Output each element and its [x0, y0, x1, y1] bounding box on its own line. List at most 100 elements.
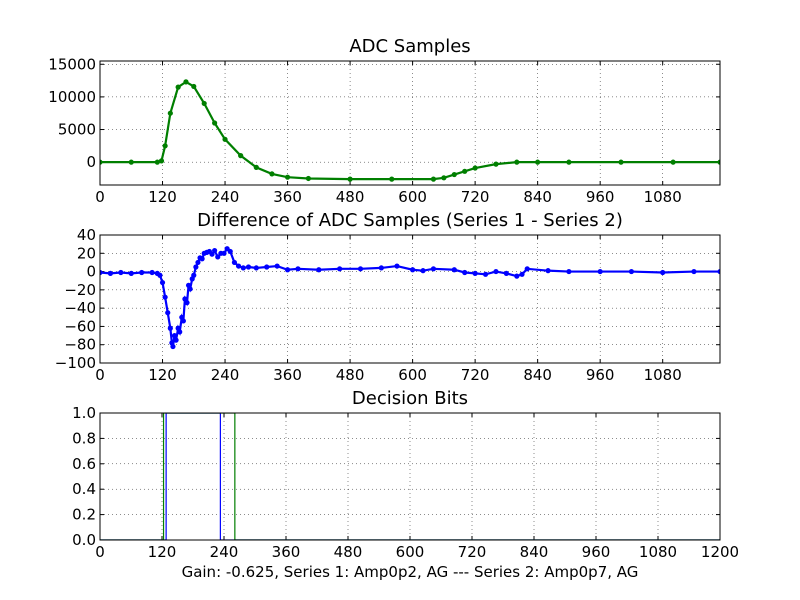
- data-point: [139, 269, 145, 276]
- x-tick-label: 720: [461, 366, 490, 384]
- data-point: [180, 318, 186, 324]
- plot-frame: [99, 412, 721, 541]
- y-tick-label: 0: [86, 263, 96, 281]
- y-tick-label: 0.6: [72, 455, 96, 473]
- data-point: [212, 120, 218, 126]
- x-tick-label: 960: [586, 366, 615, 384]
- y-tick-label: −40: [64, 299, 96, 317]
- data-point: [316, 267, 322, 273]
- data-point: [347, 176, 353, 182]
- data-point: [337, 266, 343, 272]
- data-point: [284, 267, 291, 273]
- data-point: [167, 110, 173, 116]
- y-tick-label: 40: [77, 226, 96, 244]
- x-tick-label: 1200: [701, 543, 739, 561]
- x-tick-label: 840: [523, 366, 552, 384]
- data-point: [545, 268, 551, 274]
- data-point: [394, 263, 400, 269]
- x-tick-label: 960: [582, 543, 611, 561]
- data-point: [187, 286, 193, 292]
- data-point: [149, 269, 155, 276]
- data-point: [269, 171, 275, 177]
- data-point: [493, 161, 499, 167]
- x-tick-label: 600: [396, 543, 425, 561]
- chart-panel-2: Difference of ADC Samples (Series 1 - Se…: [55, 210, 721, 384]
- x-tick-label: 120: [148, 188, 177, 206]
- data-point: [295, 266, 301, 272]
- x-tick-label: 720: [458, 543, 487, 561]
- data-point: [201, 100, 207, 107]
- data-point: [238, 153, 244, 159]
- series-line: [100, 413, 720, 540]
- data-point: [184, 300, 190, 306]
- data-point: [173, 337, 179, 343]
- data-point: [175, 84, 181, 90]
- data-point: [231, 259, 238, 266]
- data-point: [493, 268, 499, 275]
- data-point: [167, 325, 173, 331]
- data-point: [691, 268, 697, 275]
- chart-title: Decision Bits: [352, 388, 468, 409]
- data-point: [472, 270, 478, 276]
- x-tick-label: 0: [95, 188, 105, 206]
- data-point: [195, 259, 201, 266]
- data-point: [284, 174, 291, 180]
- data-point: [430, 266, 437, 272]
- y-tick-label: 0: [86, 153, 96, 171]
- series-line: [100, 413, 720, 540]
- x-tick-label: 480: [334, 543, 363, 561]
- data-point: [253, 265, 259, 271]
- data-point: [245, 264, 252, 270]
- x-tick-label: 600: [398, 366, 427, 384]
- data-point: [420, 268, 426, 274]
- x-tick-label: 360: [273, 366, 302, 384]
- data-point: [462, 269, 468, 276]
- data-point: [503, 270, 509, 276]
- data-point: [191, 83, 197, 90]
- data-point: [170, 343, 176, 350]
- data-point: [227, 248, 233, 255]
- y-tick-label: 0.8: [72, 429, 96, 447]
- y-tick-label: 0.0: [72, 531, 96, 549]
- x-tick-label: 480: [336, 188, 365, 206]
- data-point: [165, 310, 171, 316]
- data-point: [378, 265, 384, 271]
- figure-caption: Gain: -0.625, Series 1: Amp0p2, AG --- S…: [182, 563, 639, 581]
- x-tick-label: 720: [461, 188, 490, 206]
- data-point: [212, 247, 218, 254]
- data-point: [514, 159, 520, 165]
- data-point: [100, 269, 103, 276]
- data-point: [410, 267, 416, 273]
- data-point: [535, 159, 541, 165]
- x-tick-label: 240: [211, 366, 240, 384]
- data-point: [240, 265, 246, 271]
- x-tick-label: 840: [523, 188, 552, 206]
- data-point: [482, 271, 489, 277]
- series-line: [100, 247, 720, 347]
- y-tick-label: −100: [55, 354, 96, 372]
- data-point: [305, 175, 311, 182]
- data-point: [274, 263, 280, 269]
- data-point: [158, 158, 165, 164]
- series-line: [100, 80, 720, 181]
- x-tick-label: 600: [398, 188, 427, 206]
- data-point: [524, 266, 530, 272]
- data-point: [253, 164, 259, 170]
- data-point: [519, 271, 525, 277]
- data-point: [717, 159, 720, 165]
- data-point: [472, 165, 478, 171]
- x-tick-label: 240: [210, 543, 239, 561]
- data-point: [451, 267, 457, 273]
- data-point: [159, 279, 166, 286]
- chart-title: ADC Samples: [349, 36, 470, 57]
- x-tick-label: 1080: [639, 543, 677, 561]
- y-tick-label: 0.2: [72, 506, 96, 524]
- series-1: [100, 413, 720, 540]
- x-tick-label: 840: [520, 543, 549, 561]
- chart-title: Difference of ADC Samples (Series 1 - Se…: [197, 210, 623, 231]
- series-1: [100, 246, 720, 350]
- x-tick-label: 360: [273, 188, 302, 206]
- data-point: [389, 176, 395, 182]
- series-2: [100, 413, 720, 540]
- data-point: [566, 159, 572, 165]
